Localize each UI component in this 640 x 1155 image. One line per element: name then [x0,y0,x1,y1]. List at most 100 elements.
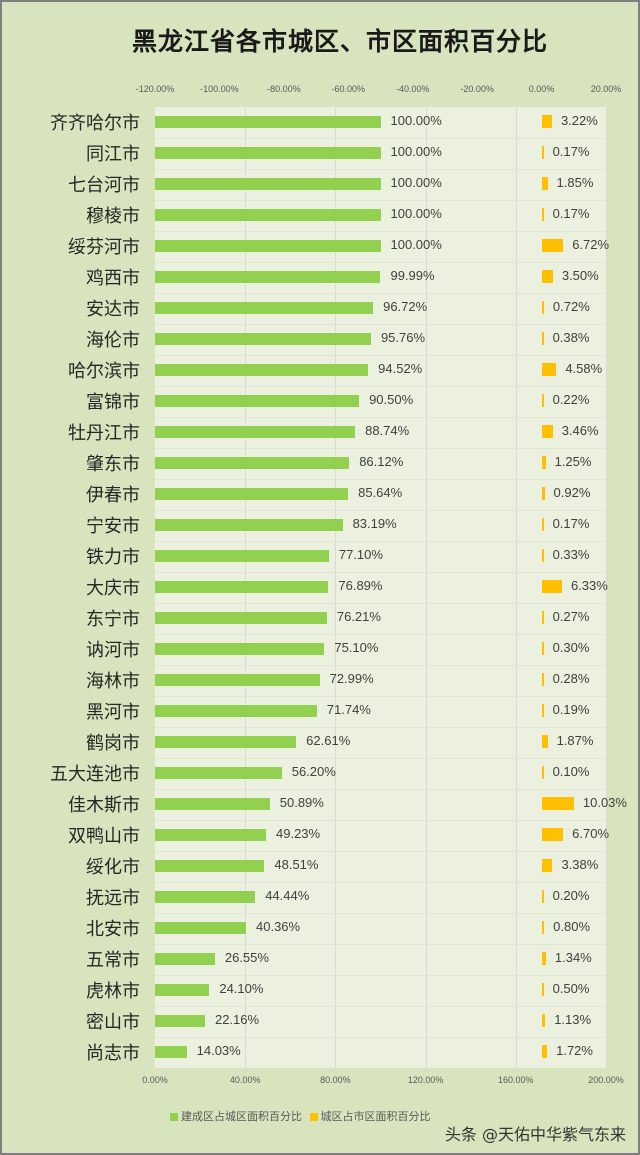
top-axis-tick: -40.00% [395,84,430,94]
bar-built-up [155,1015,205,1027]
category-label: 海伦市 [86,330,140,351]
bar-urban [541,115,552,128]
bar-urban [541,363,557,376]
chart-row: 齐齐哈尔市 100.00% 3.22% [0,107,640,138]
top-axis-tick: 0.00% [528,84,555,94]
top-axis-tick: -100.00% [200,84,239,94]
legend-item-built-up: 建成区占城区面积百分比 [170,1110,306,1123]
bar-urban-label: 6.72% [572,237,610,252]
bar-urban-label: 0.19% [552,702,590,717]
bottom-axis-tick: 40.00% [229,1075,261,1085]
row-divider [155,231,606,232]
bar-built-up [155,178,381,190]
category-label: 绥芬河市 [68,237,140,258]
row-divider [155,944,606,945]
category-label: 鹤岗市 [86,733,140,754]
legend-swatch-green-icon [170,1113,178,1121]
top-axis-tick: -80.00% [267,84,301,94]
bar-built-up-label: 95.76% [380,330,426,345]
bar-urban-label: 0.17% [552,206,590,221]
bar-built-up [155,302,374,314]
gridline [335,107,337,1068]
category-label: 东宁市 [86,609,140,630]
category-label: 同江市 [86,144,140,165]
bar-built-up-label: 48.51% [274,857,319,872]
category-label: 五常市 [86,950,140,971]
bar-urban [541,208,544,221]
row-divider [155,541,606,542]
row-divider [155,386,606,387]
chart-row: 五常市 26.55% 1.34% [0,944,640,975]
row-divider [155,448,606,449]
bar-urban [541,456,546,469]
row-divider [155,417,606,418]
chart-row: 七台河市 100.00% 1.85% [0,169,640,200]
bar-built-up-label: 24.10% [219,981,264,996]
bar-urban [541,332,544,345]
bar-urban-label: 3.46% [561,423,599,438]
bar-built-up [155,767,282,779]
row-divider [155,975,606,976]
bottom-axis-tick: 80.00% [320,1075,351,1085]
bar-built-up [155,364,369,376]
bar-built-up-label: 100.00% [390,144,442,159]
chart-row: 虎林市 24.10% 0.50% [0,975,640,1006]
bar-built-up-label: 85.64% [358,485,403,500]
category-label: 齐齐哈尔市 [50,113,140,134]
bar-urban-label: 4.58% [565,361,603,376]
category-label: 安达市 [86,299,140,320]
bar-urban-label: 0.20% [552,888,590,903]
category-label: 富锦市 [86,392,140,413]
bar-built-up [155,147,381,159]
bar-built-up-label: 49.23% [276,826,321,841]
bar-built-up-label: 71.74% [326,702,371,717]
bar-built-up [155,116,381,128]
bar-built-up-label: 86.12% [359,454,404,469]
bar-urban [541,270,553,283]
category-label: 穆棱市 [86,206,140,227]
bar-urban-label: 1.72% [556,1043,593,1058]
bar-urban-label: 0.22% [552,392,590,407]
bar-urban-label: 6.33% [570,578,608,593]
bar-urban [541,828,564,841]
bottom-axis-tick: 200.00% [588,1075,624,1085]
category-label: 伊春市 [86,485,140,506]
bar-built-up [155,333,371,345]
row-divider [155,200,606,201]
bar-urban-label: 3.50% [561,268,599,283]
bar-urban [541,1014,546,1027]
bar-built-up-label: 14.03% [196,1043,241,1058]
bar-built-up-label: 90.50% [369,392,414,407]
legend: 建成区占城区面积百分比 城区占市区面积百分比 [170,1108,435,1124]
category-label: 黑河市 [86,702,140,723]
bar-built-up-label: 77.10% [338,547,383,562]
chart-row: 哈尔滨市 94.52% 4.58% [0,355,640,386]
row-divider [155,851,606,852]
category-label: 讷河市 [86,640,140,661]
chart-row: 东宁市 76.21% 0.27% [0,603,640,634]
top-axis-tick: -20.00% [460,84,494,94]
bar-built-up [155,426,356,438]
bar-urban [541,766,544,779]
row-divider [155,572,606,573]
bar-urban-label: 1.13% [554,1012,592,1027]
bar-built-up-label: 26.55% [224,950,269,965]
chart-row: 大庆市 76.89% 6.33% [0,572,640,603]
bar-built-up [155,829,266,841]
chart-row: 抚远市 44.44% 0.20% [0,882,640,913]
bar-built-up-label: 94.52% [378,361,423,376]
bar-urban [541,394,544,407]
bar-urban [541,983,544,996]
top-axis-tick: 20.00% [590,84,622,94]
top-axis-tick: -120.00% [135,84,175,94]
category-label: 铁力市 [86,547,140,568]
bar-built-up [155,457,350,469]
bar-urban [541,921,545,934]
bar-urban-label: 0.27% [552,609,590,624]
bar-built-up-label: 88.74% [365,423,410,438]
bar-urban-label: 1.87% [556,733,594,748]
bar-urban-label: 0.17% [552,144,590,159]
bar-urban-label: 0.28% [552,671,590,686]
row-divider [155,355,606,356]
bar-built-up-label: 22.16% [214,1012,260,1027]
